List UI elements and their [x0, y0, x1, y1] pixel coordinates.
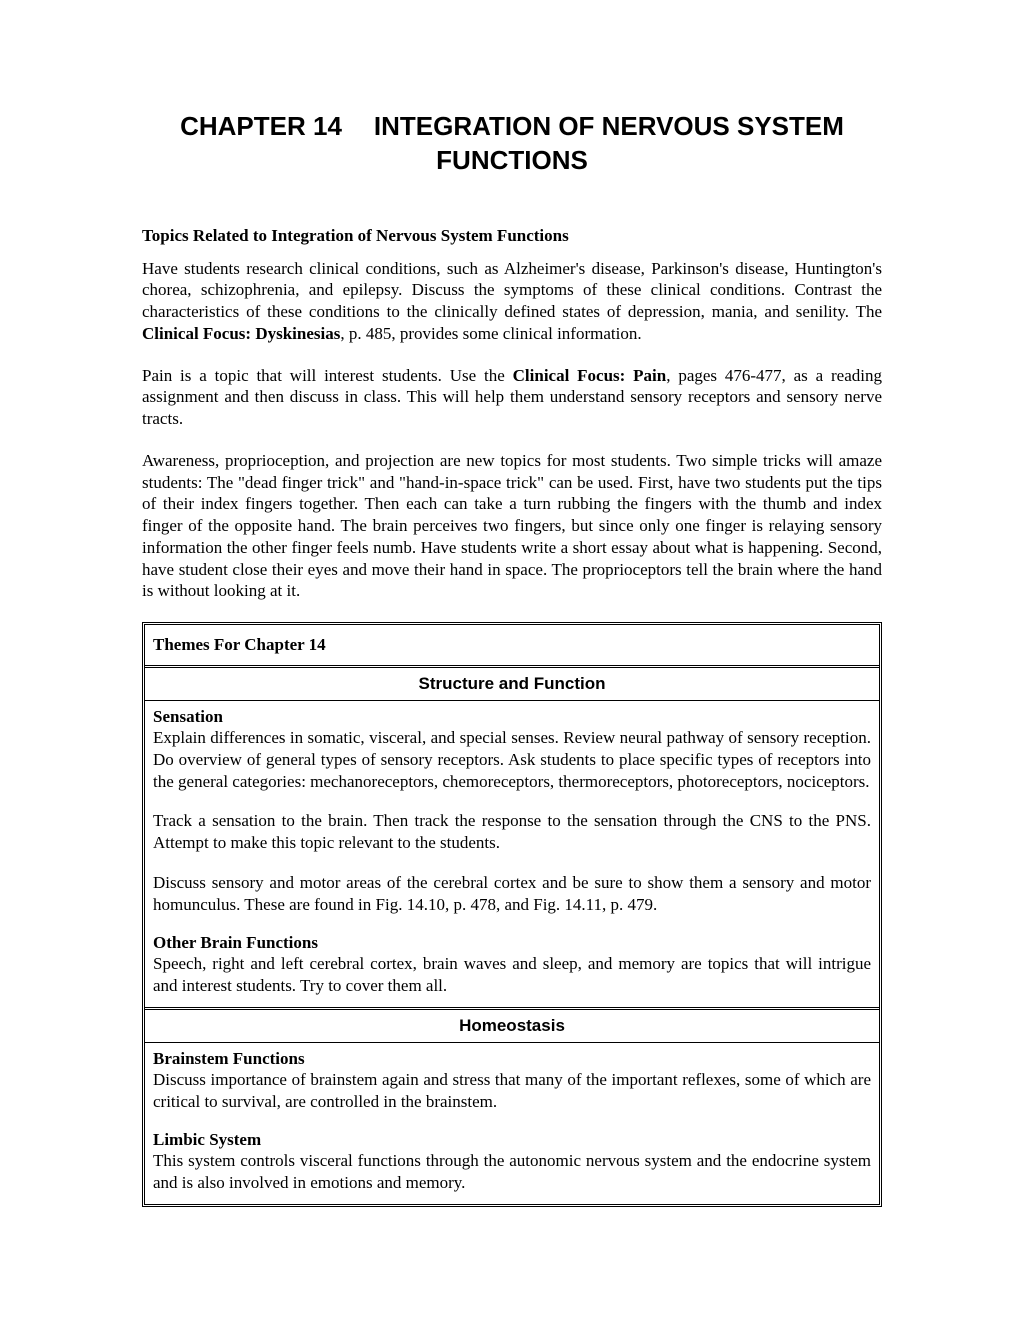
sensation-para-1: Explain differences in somatic, visceral… [153, 727, 871, 792]
para1-text-a: Have students research clinical conditio… [142, 259, 882, 322]
brainstem-para: Discuss importance of brainstem again an… [153, 1069, 871, 1113]
section-homeostasis-header: Homeostasis [145, 1010, 879, 1043]
sensation-para-2: Track a sensation to the brain. Then tra… [153, 810, 871, 854]
chapter-number: CHAPTER 14 [180, 111, 342, 141]
themes-table: Themes For Chapter 14 Structure and Func… [142, 622, 882, 1207]
intro-para-2: Pain is a topic that will interest stude… [142, 365, 882, 430]
intro-para-3: Awareness, proprioception, and projectio… [142, 450, 882, 602]
para2-text-a: Pain is a topic that will interest stude… [142, 366, 513, 385]
chapter-title: CHAPTER 14 INTEGRATION OF NERVOUS SYSTEM … [142, 110, 882, 178]
other-brain-para: Speech, right and left cerebral cortex, … [153, 953, 871, 997]
brainstem-heading: Brainstem Functions [153, 1049, 871, 1069]
limbic-heading: Limbic System [153, 1130, 871, 1150]
limbic-para: This system controls visceral functions … [153, 1150, 871, 1194]
topics-heading: Topics Related to Integration of Nervous… [142, 226, 882, 246]
sensation-para-3: Discuss sensory and motor areas of the c… [153, 872, 871, 916]
para1-bold: Clinical Focus: Dyskinesias [142, 324, 340, 343]
themes-header: Themes For Chapter 14 [145, 625, 879, 668]
other-brain-heading: Other Brain Functions [153, 933, 871, 953]
sensation-heading: Sensation [153, 707, 871, 727]
para2-bold: Clinical Focus: Pain [513, 366, 667, 385]
section-structure-function-header: Structure and Function [145, 668, 879, 701]
para1-text-b: , p. 485, provides some clinical informa… [340, 324, 641, 343]
intro-para-1: Have students research clinical conditio… [142, 258, 882, 345]
section-homeostasis-body: Brainstem Functions Discuss importance o… [145, 1043, 879, 1204]
chapter-title-text: INTEGRATION OF NERVOUS SYSTEM FUNCTIONS [374, 111, 844, 175]
section-structure-function-body: Sensation Explain differences in somatic… [145, 701, 879, 1010]
